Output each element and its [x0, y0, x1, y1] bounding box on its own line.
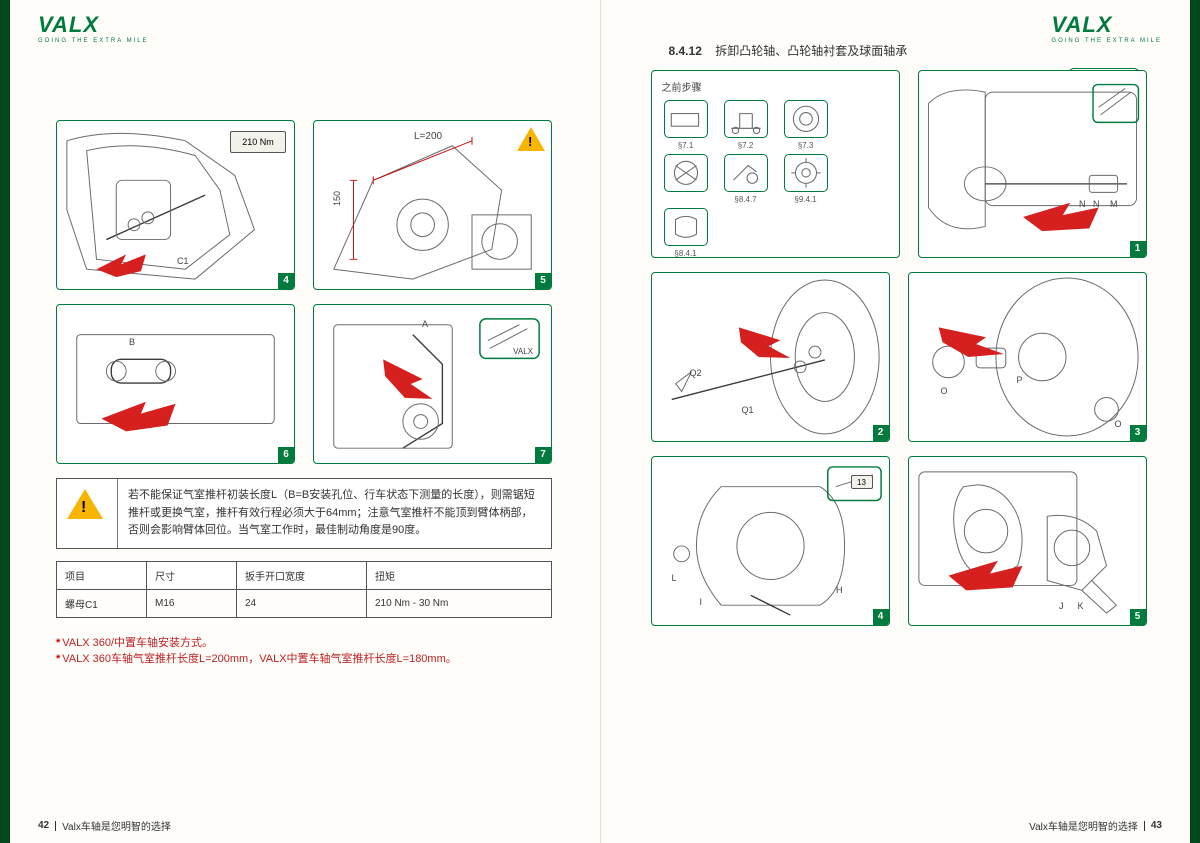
- step-1: N N M 1: [918, 70, 1147, 258]
- footer-text: Valx车轴是您明智的选择: [62, 818, 171, 833]
- torque-callout: 210 Nm: [230, 131, 286, 153]
- warning-icon: [517, 127, 545, 151]
- step-5r: J K 5: [908, 456, 1147, 626]
- step-badge: 1: [1130, 241, 1146, 257]
- warning-text: 若不能保证气室推杆初装长度L（B=B安装孔位、行车状态下测量的长度），则需锯短推…: [117, 479, 551, 548]
- page-footer: Valx车轴是您明智的选择 43: [1029, 818, 1162, 833]
- step-badge: 4: [278, 273, 294, 289]
- step-badge: 5: [1130, 609, 1146, 625]
- step-badge: 5: [535, 273, 551, 289]
- step-badge: 4: [873, 609, 889, 625]
- step-4r: 13 L I H 4: [651, 456, 890, 626]
- step-5: L=200 150 5: [313, 120, 552, 290]
- page-42: VALX GOING THE EXTRA MILE 210 Nm: [10, 0, 601, 843]
- page-43: VALX GOING THE EXTRA MILE 8.4.12 拆卸凸轮轴、凸…: [601, 0, 1191, 843]
- section-heading: 8.4.12 拆卸凸轮轴、凸轮轴衬套及球面轴承: [669, 42, 1163, 59]
- page-footer: 42 Valx车轴是您明智的选择: [38, 818, 171, 833]
- previous-steps: 之前步骤 §7.1 §7.2 §7.3 §8.4.7 §9.4.1 §8.4.1: [651, 70, 900, 258]
- footer-text: Valx车轴是您明智的选择: [1029, 818, 1138, 833]
- step-badge: 3: [1130, 425, 1146, 441]
- spec-table: 项目 尺寸 扳手开口宽度 扭矩 螺母C1 M16 24 210 Nm - 30 …: [56, 561, 552, 618]
- brand-tagline: GOING THE EXTRA MILE: [1051, 38, 1162, 44]
- warning-box: 若不能保证气室推杆初装长度L（B=B安装孔位、行车状态下测量的长度），则需锯短推…: [56, 478, 552, 549]
- brand-tagline: GOING THE EXTRA MILE: [38, 38, 572, 44]
- step-badge: 6: [278, 447, 294, 463]
- step-3: O P O 3: [908, 272, 1147, 442]
- brand-logo: VALX GOING THE EXTRA MILE: [1051, 14, 1162, 44]
- brand-name: VALX: [1051, 12, 1112, 37]
- step-2: Q2 Q1 2: [651, 272, 890, 442]
- step-7: A VALX 7: [313, 304, 552, 464]
- footnotes: *VALX 360/中置车轴安装方式。 *VALX 360车轴气室推杆长度L=2…: [56, 634, 552, 666]
- page-number: 43: [1151, 820, 1162, 831]
- brand-logo: VALX GOING THE EXTRA MILE: [38, 14, 572, 44]
- step-4: 210 Nm C1 4: [56, 120, 295, 290]
- step-badge: 7: [535, 447, 551, 463]
- brand-name: VALX: [38, 12, 99, 37]
- page-number: 42: [38, 820, 49, 831]
- warning-icon: [67, 489, 103, 519]
- step-badge: 2: [873, 425, 889, 441]
- step-6: B 6: [56, 304, 295, 464]
